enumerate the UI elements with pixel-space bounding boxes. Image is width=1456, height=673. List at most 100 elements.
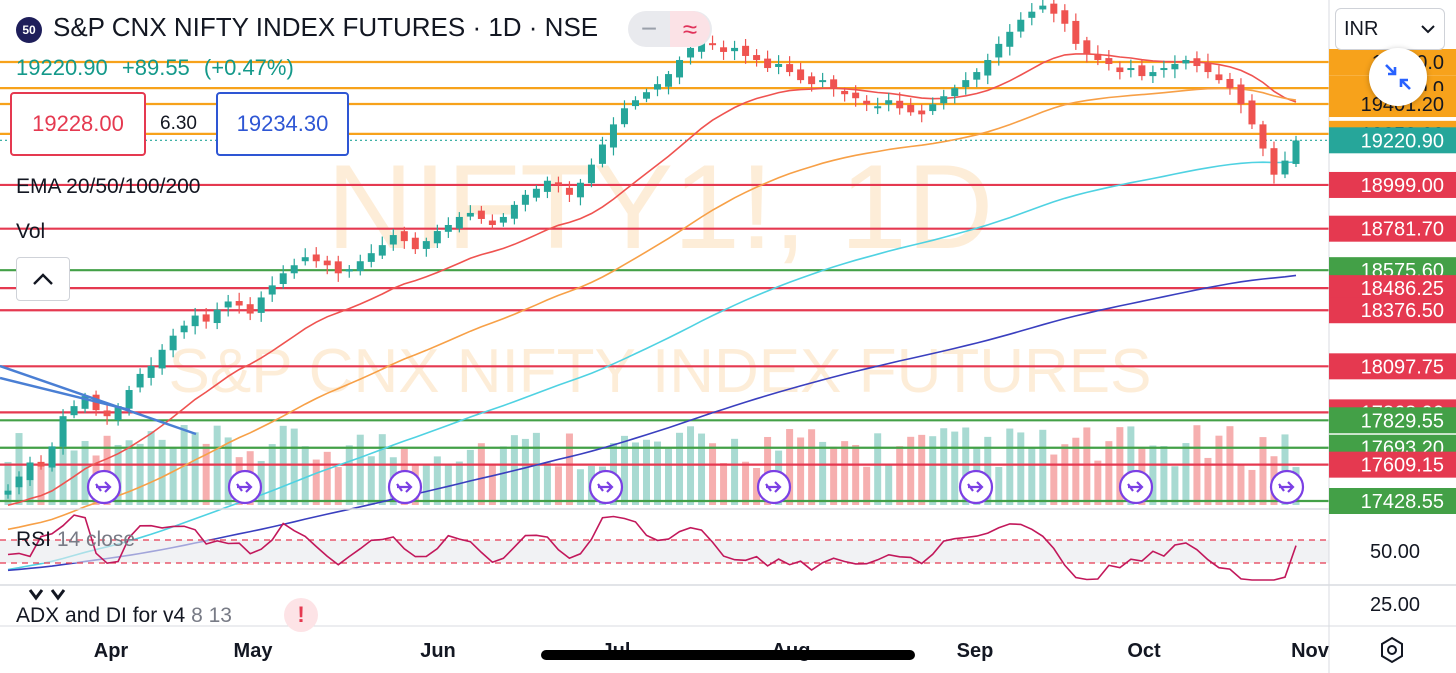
price-tag xyxy=(1329,127,1456,154)
trendline-1[interactable] xyxy=(0,364,197,436)
price-tag-label: 17428.55 xyxy=(1361,491,1444,513)
candle-body xyxy=(940,96,948,104)
currency-select[interactable]: INR xyxy=(1335,8,1445,50)
volume-bar xyxy=(499,446,507,505)
volume-bar xyxy=(1149,445,1157,505)
candle-body xyxy=(103,410,111,417)
price-tag xyxy=(1329,488,1456,514)
volume-bar xyxy=(1281,434,1289,505)
sell-button[interactable]: 19228.00 xyxy=(10,92,146,156)
minus-icon[interactable]: − xyxy=(640,13,658,44)
candle-body xyxy=(136,373,144,388)
candle-body xyxy=(1248,100,1256,125)
collapse-legend-button[interactable] xyxy=(16,257,70,301)
volume-bar xyxy=(444,464,452,505)
candle-body xyxy=(202,314,210,322)
candle-body xyxy=(1171,64,1179,70)
volume-bar xyxy=(301,446,309,505)
candle-body xyxy=(1237,84,1245,105)
volume-bar xyxy=(378,434,386,505)
candle-body xyxy=(543,180,551,192)
candle-body xyxy=(356,261,364,272)
ema-20-line xyxy=(7,53,1297,506)
time-axis-labels: AprMayJunJulAugSepOctNov xyxy=(94,640,1330,662)
candle-body xyxy=(907,104,915,113)
trendline-2[interactable] xyxy=(0,376,131,412)
volume-bar xyxy=(147,431,155,505)
price-tag xyxy=(1329,407,1456,434)
candle-body xyxy=(973,72,981,80)
candle-body xyxy=(929,104,937,112)
candle-body xyxy=(665,74,673,87)
volume-legend[interactable]: Vol xyxy=(16,220,46,243)
rsi-path xyxy=(7,514,1297,581)
settings-button[interactable] xyxy=(1378,636,1406,664)
volume-bar xyxy=(874,433,882,505)
candle-body xyxy=(246,304,254,314)
candle-body xyxy=(301,257,309,262)
candle-body xyxy=(81,396,89,409)
rsi-line xyxy=(7,514,1297,581)
candle-body xyxy=(1061,10,1069,24)
volume-bar xyxy=(852,444,860,505)
candle-body xyxy=(444,225,452,232)
candle-body xyxy=(631,100,639,107)
volume-bar xyxy=(477,443,485,505)
candle-body xyxy=(753,55,761,60)
candle-body xyxy=(587,164,595,184)
volume-bar xyxy=(896,446,904,505)
volume-bar xyxy=(1017,432,1025,505)
volume-bar xyxy=(1039,429,1047,505)
chevron-down-icon xyxy=(1421,25,1435,34)
rsi-legend[interactable]: RSI 14 close xyxy=(16,528,135,552)
watermark-name: S&P CNX NIFTY INDEX FUTURES xyxy=(169,337,1152,406)
volume-bar xyxy=(136,443,144,505)
volume-bar xyxy=(1248,469,1256,505)
candle-body xyxy=(235,301,243,306)
adx-legend[interactable]: ADX and DI for v4 8 13 xyxy=(16,604,232,628)
candle-body xyxy=(852,92,860,99)
ema-legend[interactable]: EMA 20/50/100/200 xyxy=(16,175,201,198)
candle-body xyxy=(455,216,463,229)
volume-bar xyxy=(1204,457,1212,505)
chevron-up-icon xyxy=(33,273,53,285)
volume-bar xyxy=(334,467,342,505)
candle-body xyxy=(488,220,496,226)
volume-bar xyxy=(808,429,816,505)
price-tag-label: 19220.90 xyxy=(1361,130,1444,152)
volume-bar xyxy=(764,436,772,505)
rsi-tick-25: 25.00 xyxy=(1370,594,1420,616)
rsi-label: RSI xyxy=(16,528,52,551)
price-tag-label: 18999.00 xyxy=(1361,175,1444,197)
volume-bar xyxy=(114,444,122,505)
candle-body xyxy=(720,47,728,52)
candle-body xyxy=(1116,67,1124,73)
candle-body xyxy=(1028,11,1036,18)
exclamation-icon[interactable]: ! xyxy=(284,598,318,632)
symbol-title[interactable]: S&P CNX NIFTY INDEX FUTURES · 1D · NSE xyxy=(53,12,599,42)
home-indicator xyxy=(541,650,915,660)
price-tag-label: 18097.75 xyxy=(1361,356,1444,378)
candle-body xyxy=(698,39,706,52)
buy-button[interactable]: 19234.30 xyxy=(216,92,349,156)
event-arrow xyxy=(967,481,984,493)
candle-body xyxy=(180,325,188,333)
fullscreen-button[interactable] xyxy=(1369,48,1427,106)
volume-bar xyxy=(125,440,133,505)
candle-body xyxy=(1182,59,1190,64)
time-tick-label: Nov xyxy=(1291,640,1330,662)
candle-body xyxy=(532,188,540,198)
volume-bar xyxy=(1061,444,1069,505)
last-price: 19220.90 xyxy=(16,55,108,80)
wave-icon[interactable]: ≈ xyxy=(670,11,710,47)
candle-body xyxy=(676,59,684,78)
volume-bar xyxy=(37,461,45,505)
price-tag-label: 17829.55 xyxy=(1361,410,1444,432)
volume-bar xyxy=(202,443,210,505)
volume-bar xyxy=(1171,466,1179,505)
volume-bar xyxy=(731,438,739,505)
candle-body xyxy=(389,235,397,245)
candle-body xyxy=(775,64,783,67)
candle-body xyxy=(808,76,816,85)
